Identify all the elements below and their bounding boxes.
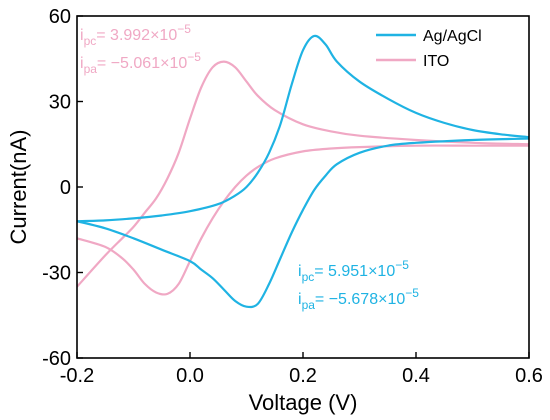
axis-tick-labels: -0.2 0.0 0.2 0.4 0.6 -60 -30 0 30 60 — [42, 6, 543, 387]
annotation-ito-pc-exp: −5 — [177, 22, 191, 36]
annotation-agcl-pa-base: i — [298, 291, 302, 308]
legend-label-ito: ITO — [423, 53, 449, 70]
annotation-agcl-pc: ipc= 5.951×10−5 — [298, 258, 409, 284]
y-tick-label: 0 — [60, 177, 71, 199]
annotation-agcl-pc-sub: pc — [302, 270, 315, 284]
x-axis-title: Voltage (V) — [249, 390, 358, 415]
x-tick-label: 0.0 — [176, 365, 204, 387]
y-tick-label: 60 — [49, 6, 71, 28]
y-axis-title: Current(nA) — [6, 130, 31, 245]
annotation-ito-pc-base: i — [80, 27, 84, 44]
series-line-ito-reverse — [77, 144, 529, 296]
series-line-ag-agcl-forward — [77, 34, 529, 223]
y-tick-label: -60 — [42, 348, 71, 370]
legend: Ag/AgCl ITO — [376, 28, 482, 70]
annotation-ito-pa: ipa= −5.061×10−5 — [80, 50, 201, 76]
axis-ticks — [76, 15, 530, 359]
annotation-agcl-pa-exp: −5 — [405, 286, 419, 300]
legend-label-agcl: Ag/AgCl — [423, 28, 482, 45]
annotation-agcl-pa-text: = −5.678×10 — [315, 291, 405, 308]
series-curves — [77, 34, 529, 309]
annotation-agcl-pc-base: i — [298, 263, 302, 280]
x-tick-label: -0.2 — [60, 365, 94, 387]
annotation-ito-pa-text: = −5.061×10 — [97, 55, 187, 72]
x-tick-label: 0.6 — [515, 365, 543, 387]
annotation-ito-pa-base: i — [80, 55, 84, 72]
annotation-agcl-pa-sub: pa — [302, 298, 316, 312]
annotation-ito-pc-text: = 3.992×10 — [96, 27, 177, 44]
annotation-ito-pc-sub: pc — [84, 34, 97, 48]
annotation-agcl-pc-text: = 5.951×10 — [314, 263, 395, 280]
y-tick-label: 30 — [49, 92, 71, 114]
series-line-ito-forward — [77, 60, 529, 288]
annotation-agcl-pc-exp: −5 — [395, 258, 409, 272]
y-tick-label: -30 — [42, 263, 71, 285]
x-tick-label: 0.4 — [402, 365, 430, 387]
x-tick-label: 0.2 — [289, 365, 317, 387]
peak-current-annotations: ipc= 3.992×10−5 ipa= −5.061×10−5 ipc= 5.… — [80, 22, 419, 312]
annotation-ito-pa-sub: pa — [84, 62, 98, 76]
annotation-ito-pc: ipc= 3.992×10−5 — [80, 22, 191, 48]
series-line-ag-agcl-reverse — [77, 137, 529, 309]
annotation-ito-pa-exp: −5 — [187, 50, 201, 64]
annotation-agcl-pa: ipa= −5.678×10−5 — [298, 286, 419, 312]
